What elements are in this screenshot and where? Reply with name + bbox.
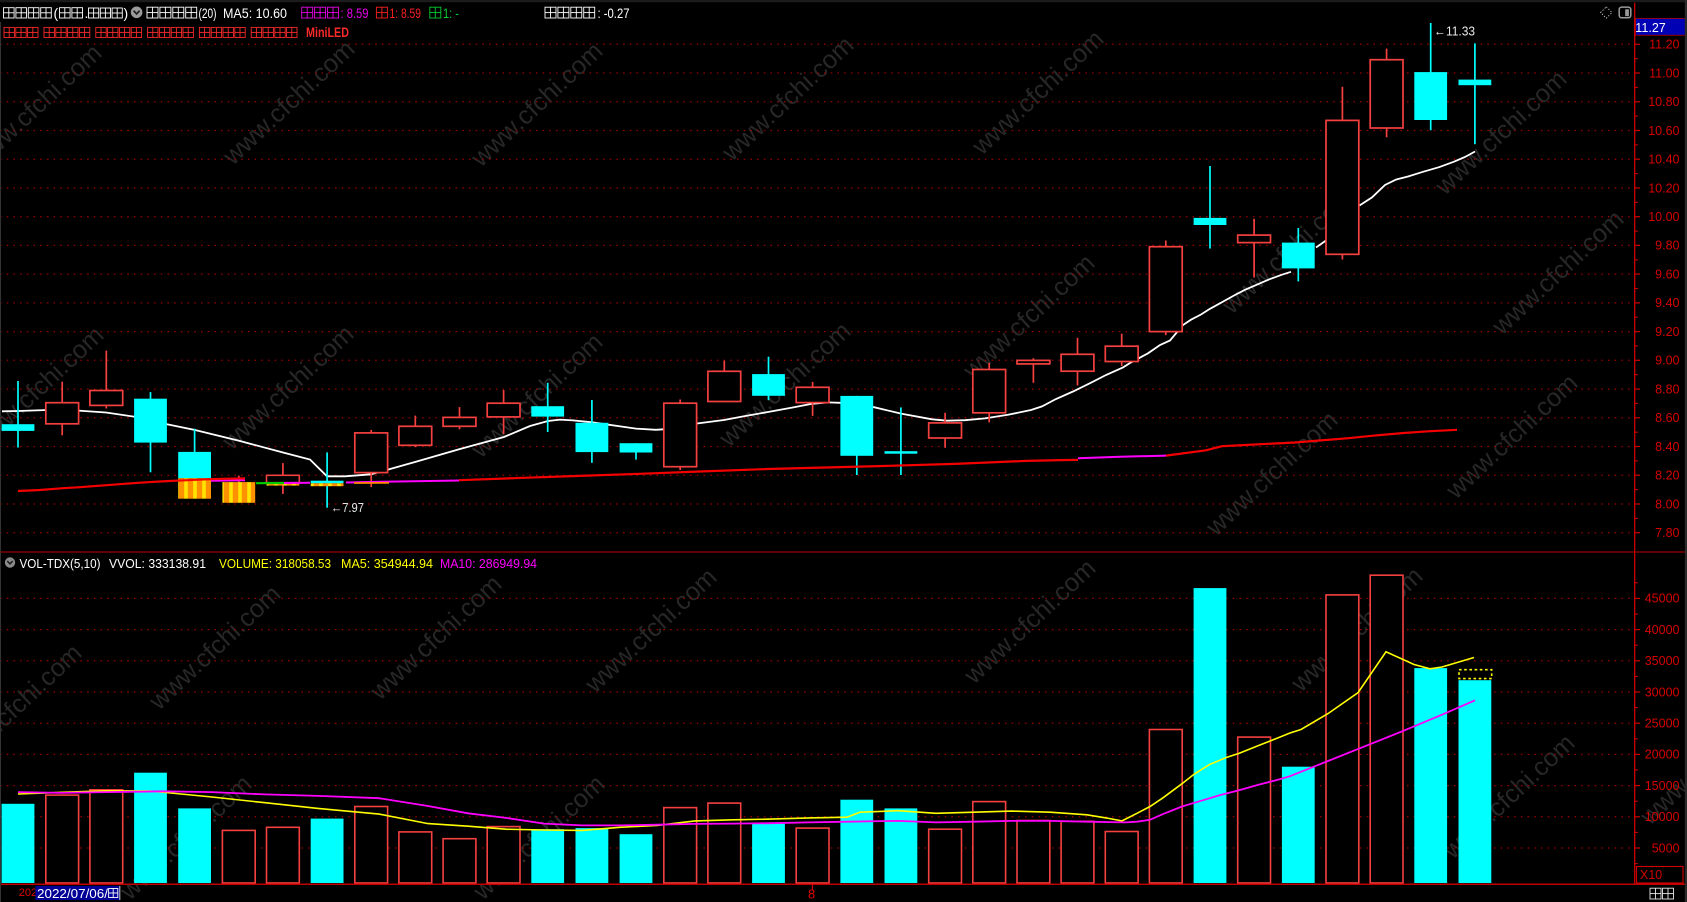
svg-text:VVOL: 333138.91: VVOL: 333138.91 (109, 556, 206, 571)
svg-text:MA5: 354944.94: MA5: 354944.94 (341, 556, 433, 571)
svg-text:9.20: 9.20 (1655, 325, 1679, 339)
svg-text:MiniLED: MiniLED (306, 25, 349, 40)
svg-text:MA10: 286949.94: MA10: 286949.94 (440, 556, 537, 571)
svg-text:: 8.59: : 8.59 (341, 5, 369, 21)
svg-text:25000: 25000 (1645, 717, 1680, 731)
svg-text:VOLUME: 318058.53: VOLUME: 318058.53 (219, 556, 331, 571)
svg-text:10.00: 10.00 (1648, 210, 1679, 224)
svg-text:15000: 15000 (1645, 779, 1680, 793)
svg-text:←11.33: ←11.33 (1434, 24, 1475, 39)
svg-text:.: . (85, 5, 89, 21)
svg-text:40000: 40000 (1645, 623, 1680, 637)
svg-text:11.20: 11.20 (1649, 38, 1679, 52)
svg-text:X10: X10 (1640, 868, 1662, 882)
svg-text:10.20: 10.20 (1648, 181, 1679, 195)
svg-text:8.00: 8.00 (1655, 497, 1679, 511)
svg-text:8.20: 8.20 (1655, 469, 1679, 483)
svg-text:1: 8.59: 1: 8.59 (390, 5, 422, 21)
svg-text:9.00: 9.00 (1655, 354, 1679, 368)
svg-text:(: ( (54, 5, 59, 21)
svg-text:9.40: 9.40 (1655, 296, 1679, 310)
svg-text:8.80: 8.80 (1655, 382, 1679, 396)
svg-text:202: 202 (19, 887, 37, 899)
svg-text:10.40: 10.40 (1648, 153, 1679, 167)
svg-text:9.60: 9.60 (1655, 267, 1679, 281)
svg-text:10000: 10000 (1645, 810, 1680, 824)
svg-text:10.80: 10.80 (1648, 95, 1679, 109)
svg-text:VOL-TDX(5,10): VOL-TDX(5,10) (20, 556, 101, 571)
svg-text:2022/07/06/: 2022/07/06/ (37, 886, 108, 901)
svg-text:←7.97: ←7.97 (331, 500, 364, 515)
svg-text:5000: 5000 (1652, 841, 1680, 855)
svg-text:10.60: 10.60 (1648, 124, 1679, 138)
svg-text:11.27: 11.27 (1635, 21, 1666, 35)
svg-text:45000: 45000 (1645, 592, 1680, 606)
svg-text:(20): (20) (199, 5, 217, 21)
svg-text:20000: 20000 (1645, 748, 1680, 762)
svg-text:11.00: 11.00 (1649, 66, 1679, 80)
svg-text:8: 8 (808, 887, 815, 902)
svg-text:30000: 30000 (1645, 685, 1680, 699)
svg-text:8.60: 8.60 (1655, 411, 1679, 425)
svg-text:7.80: 7.80 (1655, 526, 1679, 540)
svg-text:35000: 35000 (1645, 654, 1680, 668)
svg-text:8.40: 8.40 (1655, 440, 1679, 454)
svg-text:: -0.27: : -0.27 (598, 5, 630, 21)
svg-text:9.80: 9.80 (1655, 239, 1679, 253)
svg-text:1: -: 1: - (443, 5, 459, 21)
svg-text:): ) (124, 5, 129, 21)
svg-text:MA5: 10.60: MA5: 10.60 (223, 5, 287, 21)
